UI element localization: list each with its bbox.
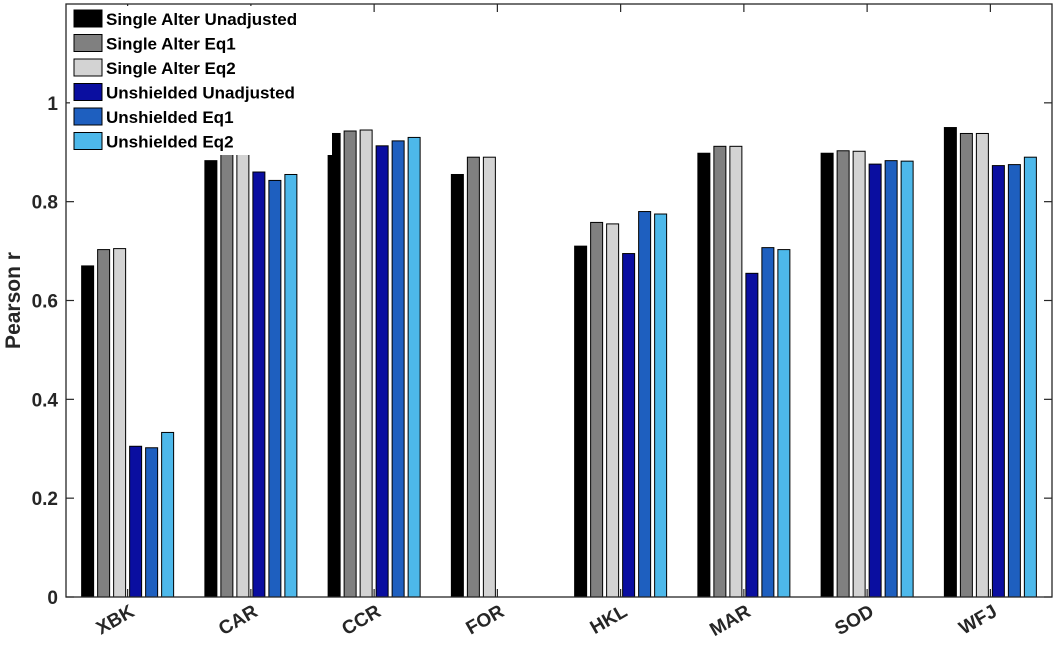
legend-box [70,6,332,155]
legend-swatch-5 [73,107,103,126]
bar-mar-series-5 [761,247,775,598]
bar-car-series-4 [252,171,266,598]
y-tick-label: 0.6 [32,292,58,313]
legend-swatch-2 [73,34,103,52]
bar-hkl-series-1 [574,245,588,598]
x-tick-label: FOR [463,601,508,639]
legend-swatch-6 [73,132,103,150]
x-tick-label: SOD [831,601,877,640]
bar-for-series-2 [466,156,480,598]
legend-label-3: Single Alter Eq2 [106,59,236,78]
bar-ccr-series-4 [375,145,389,598]
bar-wfj-series-1 [943,127,957,598]
bar-sod-series-6 [900,160,914,598]
bar-car-series-2 [220,150,234,598]
bar-sod-series-5 [884,160,898,598]
bar-hkl-series-6 [654,213,668,598]
legend-swatch-3 [73,58,103,77]
bar-ccr-series-2 [343,130,357,598]
bar-ccr-series-6 [407,136,421,598]
bar-car-series-3 [236,149,250,598]
bar-hkl-series-5 [638,211,652,598]
bar-car-series-1 [204,160,218,598]
x-tick-label: CAR [215,601,261,640]
bar-ccr-series-1 [327,132,341,598]
bar-wfj-series-6 [1023,156,1037,598]
legend-swatch-4 [73,83,103,101]
bar-hkl-series-3 [606,223,620,598]
bar-ccr-series-5 [391,140,405,598]
bar-sod-series-1 [820,152,834,598]
bar-wfj-series-5 [1007,164,1021,598]
y-tick-label: 0.4 [32,390,59,411]
bar-car-series-6 [284,173,298,598]
bar-mar-series-6 [777,249,791,598]
bar-xbk-series-2 [97,249,111,598]
y-tick-label: 1 [47,94,58,115]
bar-wfj-series-2 [959,132,973,598]
bar-car-series-5 [268,179,282,598]
legend-label-4: Unshielded Unadjusted [106,84,295,103]
bar-xbk-series-6 [161,431,175,598]
x-tick-label: WFJ [956,601,1001,639]
bar-mar-series-1 [697,152,711,598]
bar-wfj-series-3 [975,132,989,598]
bar-xbk-series-4 [129,445,143,598]
bar-mar-series-4 [745,272,759,598]
bar-hkl-series-4 [622,253,636,598]
bar-xbk-series-5 [145,447,159,598]
legend-label-1: Single Alter Unadjusted [106,10,297,29]
bar-hkl-series-2 [590,221,604,598]
bar-ccr-series-3 [359,129,373,598]
bar-xbk-series-1 [81,265,95,598]
bar-xbk-series-3 [113,248,127,598]
x-tick-label: XBK [93,601,138,639]
legend-label-5: Unshielded Eq1 [106,108,234,127]
y-tick-label: 0.2 [32,489,58,510]
bar-wfj-series-4 [991,165,1005,598]
legend: Single Alter Unadjusted Single Alter Eq1 S… [70,6,332,155]
y-tick-label: 0.8 [32,193,58,214]
bars-group [81,127,1037,598]
bar-sod-series-3 [852,150,866,598]
y-tick-label: 0 [47,588,58,609]
bar-for-series-3 [482,156,496,598]
legend-label-2: Single Alter Eq1 [106,35,236,54]
bar-for-series-1 [450,173,464,598]
bar-sod-series-2 [836,150,850,598]
bar-mar-series-3 [729,145,743,598]
x-tick-label: HKL [587,601,632,639]
legend-swatch-1 [73,9,103,28]
y-axis-label: Pearson r [2,252,25,349]
x-tick-label: MAR [706,601,754,641]
x-tick-label: CCR [338,601,384,640]
bar-sod-series-4 [868,163,882,598]
legend-label-6: Unshielded Eq2 [106,133,234,152]
bar-mar-series-2 [713,145,727,598]
y-axis: 0 0.2 0.4 0.6 0.8 1 [32,94,1052,609]
